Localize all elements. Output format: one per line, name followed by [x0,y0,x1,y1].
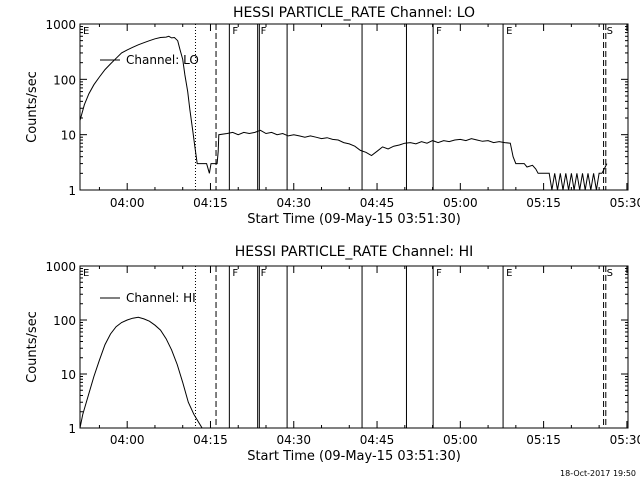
x-tick-label: 04:15 [193,196,228,210]
y-tick-label: 1000 [45,18,76,32]
y-tick-label: 1 [68,184,76,198]
event-marker-label: E [83,268,89,279]
y-tick-label: 10 [61,129,76,143]
y-tick-label: 100 [53,314,76,328]
plot-frame [79,23,629,191]
y-tick-label: 100 [53,73,76,87]
x-tick-label: 04:30 [276,433,311,447]
x-tick-label: 04:45 [360,433,395,447]
event-marker-label: F [436,268,442,279]
event-marker-label: F [436,26,442,37]
series-line [79,35,608,191]
x-tick-label: 05:15 [526,433,561,447]
event-marker-label: E [83,26,89,37]
y-axis-label: Counts/sec [25,311,40,383]
event-marker-label: F [232,26,238,37]
y-tick-label: 1000 [45,260,76,274]
y-axis-label: Counts/sec [25,71,40,143]
x-axis-label: Start Time (09-May-15 03:51:30) [247,212,461,227]
event-marker-label: E [506,26,512,37]
event-marker-label: F [261,26,267,37]
x-tick-label: 04:00 [110,196,145,210]
event-marker-label: S [607,26,613,37]
plot-frame [79,265,629,429]
x-tick-label: 05:00 [443,433,478,447]
event-marker-label: E [506,268,512,279]
event-marker-label: S [607,268,613,279]
x-tick-label: 04:30 [276,196,311,210]
footer-timestamp: 18-Oct-2017 19:50 [560,469,636,478]
x-tick-label: 05:30 [610,196,640,210]
y-tick-label: 1 [68,422,76,436]
event-marker-label: F [232,268,238,279]
chart-title: HESSI PARTICLE_RATE Channel: LO [233,5,475,21]
x-tick-label: 04:15 [193,433,228,447]
x-tick-label: 04:00 [110,433,145,447]
x-tick-label: 04:45 [360,196,395,210]
legend-label: Channel: HI [126,291,196,305]
y-tick-label: 10 [61,368,76,382]
x-tick-label: 05:00 [443,196,478,210]
x-tick-label: 05:15 [526,196,561,210]
x-tick-label: 05:30 [610,433,640,447]
panel-lo: HESSI PARTICLE_RATE Channel: LO 1 10 100 100… [25,5,640,227]
event-marker-label: F [261,268,267,279]
x-axis-label: Start Time (09-May-15 03:51:30) [247,449,461,464]
chart-title: HESSI PARTICLE_RATE Channel: HI [235,244,473,260]
series-line [79,316,203,429]
legend-label: Channel: LO [126,53,199,67]
panel-hi: HESSI PARTICLE_RATE Channel: HI 1 10 100 100… [25,244,640,464]
